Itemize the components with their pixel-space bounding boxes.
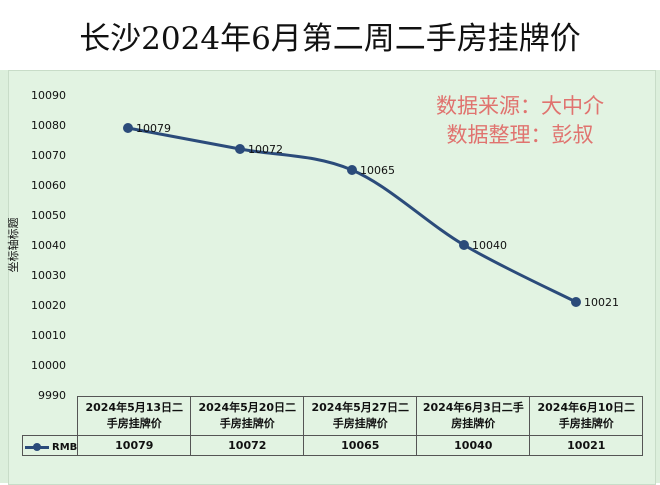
data-table-row: RMB 10079 10072 10065 10040 10021 — [21, 435, 644, 456]
category-header-3: 2024年5月27日二 手房挂牌价 — [303, 396, 418, 436]
data-cell-2: 10072 — [190, 435, 305, 456]
data-label: 10040 — [472, 239, 507, 252]
category-header-5: 2024年6月10日二 手房挂牌价 — [529, 396, 644, 436]
data-label: 10021 — [584, 296, 619, 309]
data-point — [571, 297, 581, 307]
y-tick-label: 10010 — [31, 329, 66, 342]
data-label: 10079 — [136, 122, 171, 135]
data-point — [123, 123, 133, 133]
legend-entry-rmb: RMB — [21, 435, 79, 456]
data-point — [459, 240, 469, 250]
series-rmb: 10079 10072 10065 10040 10021 — [123, 122, 619, 309]
data-cell-4: 10040 — [416, 435, 531, 456]
series-line — [127, 126, 577, 304]
y-tick-label: 10080 — [31, 119, 66, 132]
y-tick-label: 10030 — [31, 269, 66, 282]
data-table: 2024年5月13日二 手房挂牌价 2024年5月20日二 手房挂牌价 2024年5… — [21, 396, 644, 456]
data-table-corner — [23, 397, 78, 436]
y-tick-label: 10040 — [31, 239, 66, 252]
data-table-header-row: 2024年5月13日二 手房挂牌价 2024年5月20日二 手房挂牌价 2024年5… — [23, 396, 644, 436]
source-watermark: 数据来源：大中介 数据整理：彭叔 — [405, 92, 635, 150]
data-label: 10072 — [248, 143, 283, 156]
y-axis: 10090 10080 10070 10060 10050 10040 10030 10020… — [31, 89, 66, 402]
category-header-2: 2024年5月20日二 手房挂牌价 — [190, 396, 305, 436]
y-axis-title: 坐标轴标题 — [6, 218, 20, 273]
data-point — [347, 165, 357, 175]
data-label: 10065 — [360, 164, 395, 177]
chart-title-bar: 长沙2024年6月第二周二手房挂牌价 — [0, 0, 660, 70]
y-tick-label: 10090 — [31, 89, 66, 102]
category-header-1: 2024年5月13日二 手房挂牌价 — [77, 396, 192, 436]
legend-line-marker-icon — [25, 442, 49, 451]
data-cell-1: 10079 — [77, 435, 192, 456]
y-tick-label: 10020 — [31, 299, 66, 312]
watermark-source-line: 数据来源：大中介 — [436, 94, 604, 118]
y-tick-label: 9990 — [38, 389, 66, 402]
chart-title: 长沙2024年6月第二周二手房挂牌价 — [79, 20, 581, 57]
y-tick-label: 10060 — [31, 179, 66, 192]
category-header-4: 2024年6月3日二手 房挂牌价 — [416, 396, 531, 436]
data-cell-5: 10021 — [529, 435, 644, 456]
data-cell-3: 10065 — [303, 435, 418, 456]
y-tick-label: 10070 — [31, 149, 66, 162]
data-point — [235, 144, 245, 154]
y-tick-label: 10000 — [31, 359, 66, 372]
watermark-author-line: 数据整理：彭叔 — [446, 123, 594, 147]
legend-label: RMB — [52, 441, 78, 453]
y-tick-label: 10050 — [31, 209, 66, 222]
